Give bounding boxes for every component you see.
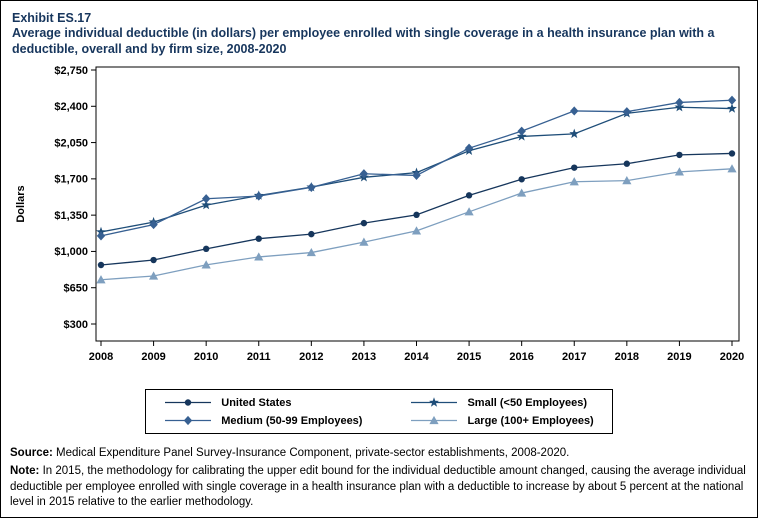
source-line: Source: Medical Expenditure Panel Survey… xyxy=(10,446,748,461)
legend-entry-large-firms: Large (100+ Employees) xyxy=(410,414,594,427)
svg-text:2011: 2011 xyxy=(247,351,271,363)
source-text: Medical Expenditure Panel Survey-Insuran… xyxy=(56,447,570,460)
source-label: Source: xyxy=(10,447,53,460)
united-states-marker-icon xyxy=(164,396,212,409)
svg-text:2018: 2018 xyxy=(615,351,639,363)
svg-text:$2,050: $2,050 xyxy=(54,138,88,150)
svg-text:$1,350: $1,350 xyxy=(54,210,88,222)
deductible-line-chart: $300 $650 $1,000 $1,350 $1,700 $2,050 $2,400 $2… xyxy=(15,65,744,363)
svg-text:2013: 2013 xyxy=(352,351,376,363)
svg-text:2017: 2017 xyxy=(562,351,586,363)
legend-entry-small-firms: Small (<50 Employees) xyxy=(410,396,593,409)
legend-wrap: United States Small (<50 Employees) Medi… xyxy=(10,389,748,435)
page-title: Average individual deductible (in dollar… xyxy=(12,26,715,56)
legend-label: Large (100+ Employees) xyxy=(467,414,594,427)
svg-text:2020: 2020 xyxy=(720,351,744,363)
medium-firms-marker-icon xyxy=(164,414,212,427)
svg-text:2008: 2008 xyxy=(89,351,113,363)
svg-text:2009: 2009 xyxy=(141,351,165,363)
legend-label: Small (<50 Employees) xyxy=(467,396,587,409)
svg-text:$650: $650 xyxy=(64,283,88,295)
svg-text:2015: 2015 xyxy=(457,351,481,363)
svg-text:2014: 2014 xyxy=(404,351,429,363)
legend-entry-united-states: United States xyxy=(164,396,362,409)
svg-text:2019: 2019 xyxy=(667,351,691,363)
note-text: In 2015, the methodology for calibrating… xyxy=(10,465,746,508)
svg-text:$2,400: $2,400 xyxy=(54,101,88,113)
small-firms-marker-icon xyxy=(410,396,458,409)
svg-text:$1,000: $1,000 xyxy=(54,246,88,258)
chart-legend: United States Small (<50 Employees) Medi… xyxy=(145,389,613,435)
legend-entry-medium-firms: Medium (50-99 Employees) xyxy=(164,414,362,427)
svg-text:2010: 2010 xyxy=(194,351,218,363)
svg-text:2012: 2012 xyxy=(299,351,323,363)
chart-footer: Source: Medical Expenditure Panel Survey… xyxy=(10,446,748,510)
legend-label: United States xyxy=(221,396,292,409)
svg-text:$300: $300 xyxy=(64,319,88,331)
legend-label: Medium (50-99 Employees) xyxy=(221,414,363,427)
note-line: Note: In 2015, the methodology for calib… xyxy=(10,464,748,510)
svg-text:$1,700: $1,700 xyxy=(54,174,88,186)
svg-text:2016: 2016 xyxy=(509,351,533,363)
exhibit-label: Exhibit ES.17 xyxy=(12,11,92,25)
large-firms-marker-icon xyxy=(410,414,458,427)
svg-text:$2,750: $2,750 xyxy=(54,65,88,77)
chart-header: Exhibit ES.17 Average individual deducti… xyxy=(12,11,748,57)
note-label: Note: xyxy=(10,465,40,478)
svg-text:Dollars: Dollars xyxy=(15,186,27,223)
